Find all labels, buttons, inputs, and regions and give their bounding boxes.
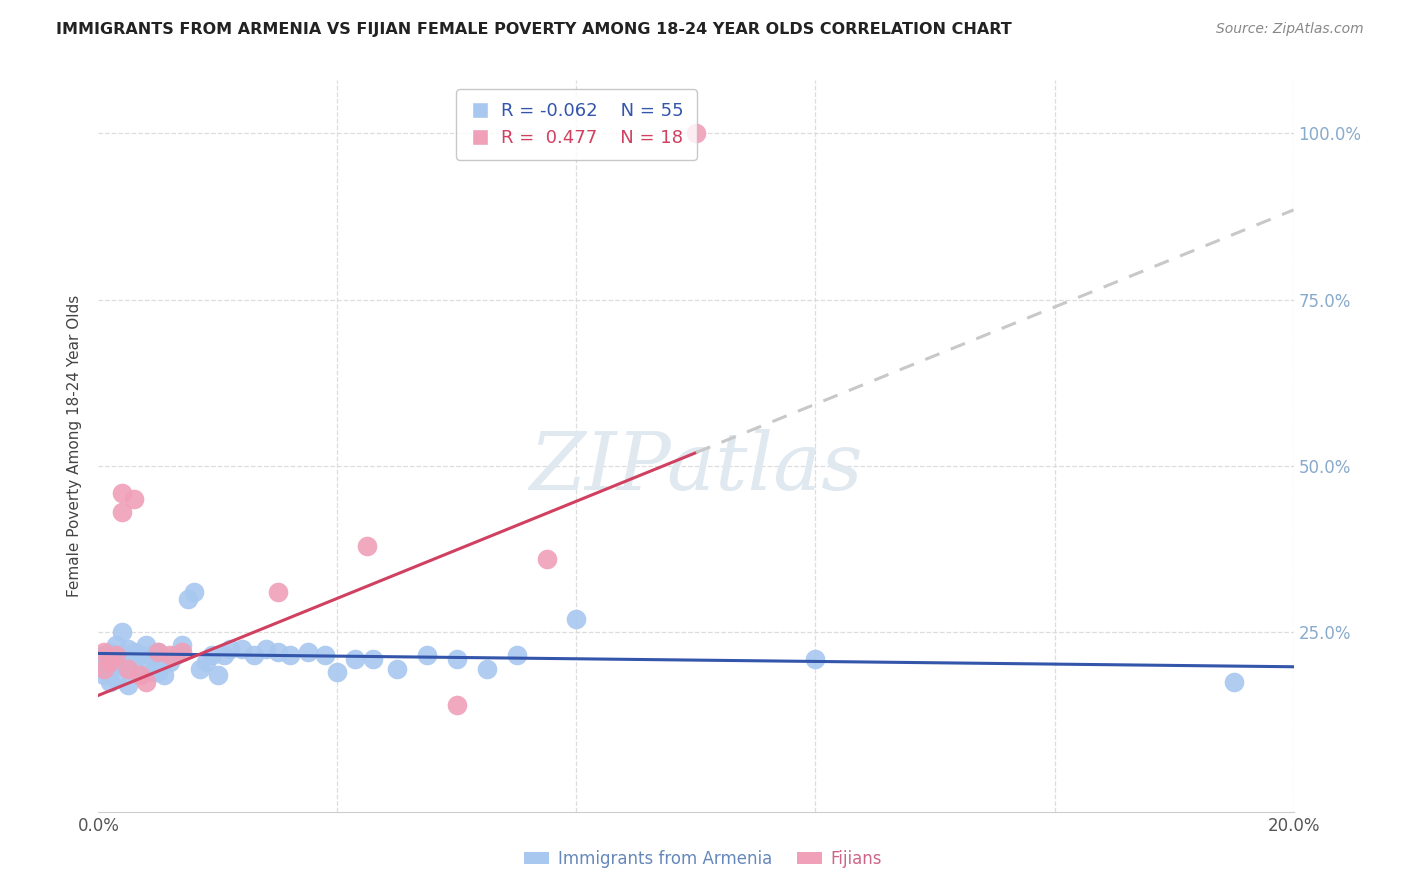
Text: IMMIGRANTS FROM ARMENIA VS FIJIAN FEMALE POVERTY AMONG 18-24 YEAR OLDS CORRELATI: IMMIGRANTS FROM ARMENIA VS FIJIAN FEMALE… — [56, 22, 1012, 37]
Point — [207, 668, 229, 682]
Point — [141, 648, 163, 663]
Point — [172, 639, 194, 653]
Point — [416, 648, 439, 663]
Point — [536, 552, 558, 566]
Point — [297, 645, 319, 659]
Point — [93, 645, 115, 659]
Point — [243, 648, 266, 663]
Point — [159, 655, 181, 669]
Point — [172, 645, 194, 659]
Point — [153, 652, 176, 666]
Point — [565, 612, 588, 626]
Text: ZIPatlas: ZIPatlas — [529, 429, 863, 507]
Point — [183, 585, 205, 599]
Point — [117, 662, 139, 676]
Point — [111, 625, 134, 640]
Point — [93, 662, 115, 676]
Point — [98, 645, 122, 659]
Point — [165, 648, 187, 663]
Legend: Immigrants from Armenia, Fijians: Immigrants from Armenia, Fijians — [517, 844, 889, 875]
Point — [124, 645, 146, 659]
Point — [105, 639, 128, 653]
Point — [315, 648, 337, 663]
Text: Source: ZipAtlas.com: Source: ZipAtlas.com — [1216, 22, 1364, 37]
Point — [446, 652, 468, 666]
Point — [98, 662, 122, 676]
Point — [135, 658, 157, 673]
Point — [124, 492, 146, 507]
Point — [135, 675, 157, 690]
Point — [475, 662, 498, 676]
Point — [98, 655, 122, 669]
Point — [177, 591, 200, 606]
Point — [1223, 675, 1246, 690]
Point — [685, 127, 707, 141]
Point — [111, 485, 134, 500]
Point — [188, 662, 211, 676]
Point — [93, 668, 115, 682]
Point — [117, 662, 139, 676]
Y-axis label: Female Poverty Among 18-24 Year Olds: Female Poverty Among 18-24 Year Olds — [67, 295, 83, 597]
Point — [231, 641, 253, 656]
Point — [356, 539, 378, 553]
Point — [105, 648, 128, 663]
Point — [254, 641, 277, 656]
Point — [267, 585, 290, 599]
Legend: R = -0.062    N = 55, R =  0.477    N = 18: R = -0.062 N = 55, R = 0.477 N = 18 — [457, 89, 696, 160]
Point — [344, 652, 367, 666]
Point — [124, 662, 146, 676]
Point — [111, 506, 134, 520]
Point — [93, 648, 115, 663]
Point — [363, 652, 385, 666]
Point — [111, 652, 134, 666]
Point — [117, 678, 139, 692]
Point — [148, 645, 170, 659]
Point — [135, 639, 157, 653]
Point — [506, 648, 529, 663]
Point — [148, 665, 170, 679]
Point — [129, 668, 152, 682]
Point — [153, 668, 176, 682]
Point — [129, 648, 152, 663]
Point — [326, 665, 349, 679]
Point — [148, 645, 170, 659]
Point — [278, 648, 301, 663]
Point — [98, 675, 122, 690]
Point — [195, 655, 218, 669]
Point — [446, 698, 468, 713]
Point — [93, 658, 115, 673]
Point — [267, 645, 290, 659]
Point — [804, 652, 827, 666]
Point — [105, 672, 128, 686]
Point — [212, 648, 235, 663]
Point — [219, 641, 242, 656]
Point — [385, 662, 409, 676]
Point — [117, 641, 139, 656]
Point — [141, 665, 163, 679]
Point — [159, 648, 181, 663]
Point — [129, 668, 152, 682]
Point — [105, 655, 128, 669]
Point — [201, 648, 224, 663]
